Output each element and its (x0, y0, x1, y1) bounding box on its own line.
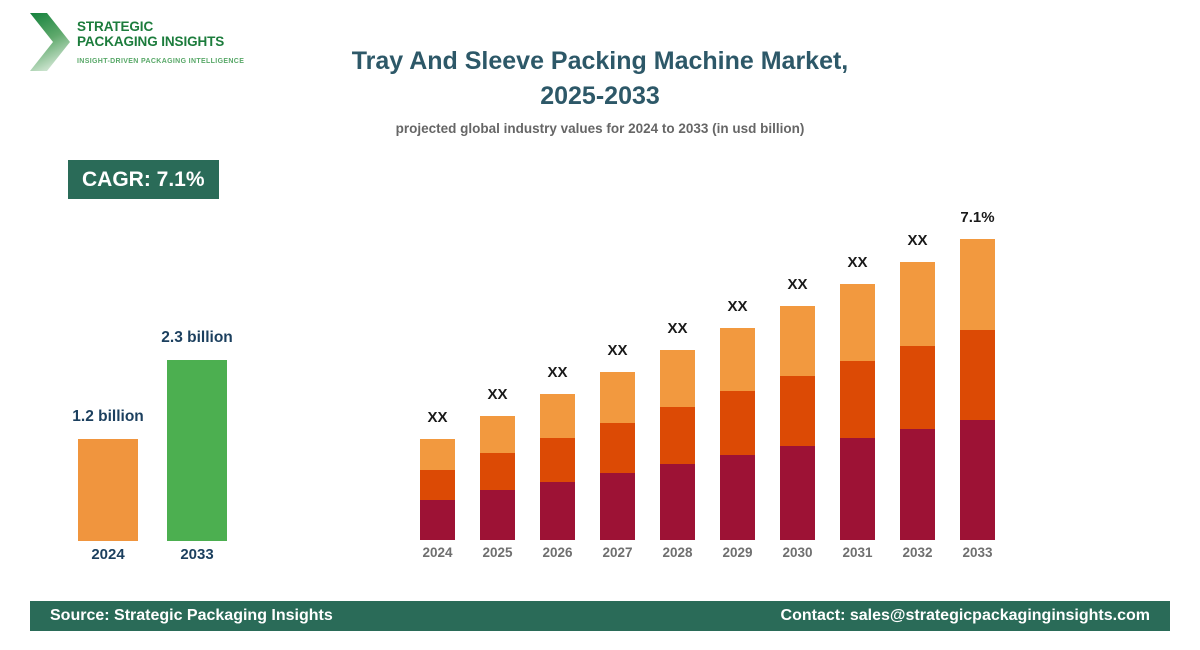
bar-year-label: 2024 (422, 544, 453, 560)
stacked-segment-bottom (960, 420, 995, 540)
bar-value-label: 7.1% (960, 209, 995, 226)
stacked-segment-top (960, 239, 995, 330)
bar-year-label: 2029 (722, 544, 753, 560)
mini-bar-year-label: 2033 (180, 546, 214, 563)
stacked-bar (540, 394, 575, 540)
stacked-segment-bottom (600, 473, 635, 540)
bar-year-label: 2027 (602, 544, 633, 560)
bar-year-label: 2032 (902, 544, 933, 560)
stacked-segment-top (600, 372, 635, 423)
bar-value-label: XX (607, 342, 628, 359)
page-title: Tray And Sleeve Packing Machine Market, 2… (150, 44, 1050, 114)
page-title-line2: 2025-2033 (540, 82, 660, 110)
logo-name-line2: PACKAGING INSIGHTS (77, 33, 225, 49)
stacked-segment-middle (900, 346, 935, 429)
stacked-segment-middle (960, 330, 995, 420)
bar-year-label: 2030 (782, 544, 813, 560)
stacked-segment-middle (840, 361, 875, 438)
stacked-segment-bottom (420, 500, 455, 540)
mini-bar-group: 1.2 billion 2024 (72, 322, 143, 563)
stacked-segment-top (780, 306, 815, 376)
footer-contact-text: Contact: sales@strategicpackaginginsight… (780, 607, 1150, 624)
bar-value-label: XX (427, 409, 448, 426)
stacked-segment-bottom (900, 429, 935, 540)
stacked-segment-top (840, 284, 875, 361)
mini-bar (78, 439, 138, 541)
stacked-segment-middle (480, 453, 515, 490)
mini-bar-year-label: 2024 (91, 546, 125, 563)
logo-text: STRATEGIC PACKAGING INSIGHTS INSIGHT-DRI… (77, 13, 244, 65)
stacked-segment-top (660, 350, 695, 407)
stacked-segment-middle (600, 423, 635, 473)
bar-year-label: 2025 (482, 544, 513, 560)
main-chart: XX 2024 XX 2025 XX 2026 XX 2027 XX 2028 XX 2029 XX 20… (410, 200, 1010, 562)
stacked-bar (780, 306, 815, 540)
mini-chart: 1.2 billion 2024 2.3 billion 2033 (72, 322, 232, 563)
stacked-segment-bottom (660, 464, 695, 540)
stacked-bar (600, 372, 635, 540)
bar-value-label: XX (727, 298, 748, 315)
stacked-segment-middle (540, 438, 575, 482)
page-subtitle: projected global industry values for 202… (395, 121, 805, 136)
stacked-segment-top (540, 394, 575, 438)
logo-chevron-arrow-icon (30, 13, 70, 71)
bar-value-label: XX (487, 386, 508, 403)
stacked-segment-top (420, 439, 455, 470)
mini-bar-value-label: 2.3 billion (161, 328, 233, 346)
stacked-bar (480, 416, 515, 540)
stacked-bar (900, 262, 935, 540)
stacked-segment-top (900, 262, 935, 346)
bar-value-label: XX (667, 320, 688, 337)
stacked-segment-bottom (480, 490, 515, 540)
bar-value-label: XX (847, 254, 868, 271)
bar-year-label: 2026 (542, 544, 573, 560)
title-block: Tray And Sleeve Packing Machine Market, 2… (150, 44, 1050, 136)
stacked-segment-middle (420, 470, 455, 500)
mini-bar (167, 360, 227, 541)
stacked-segment-bottom (840, 438, 875, 540)
stacked-bar (720, 328, 755, 540)
cagr-badge: CAGR: 7.1% (68, 160, 219, 199)
logo: STRATEGIC PACKAGING INSIGHTS INSIGHT-DRI… (30, 13, 244, 71)
logo-name-line1: STRATEGIC (77, 19, 154, 34)
bar-year-label: 2031 (842, 544, 873, 560)
mini-bar-group: 2.3 billion 2033 (161, 322, 232, 563)
stacked-segment-middle (660, 407, 695, 464)
stacked-segment-bottom (720, 455, 755, 540)
stacked-segment-top (720, 328, 755, 391)
stacked-segment-middle (780, 376, 815, 446)
stacked-segment-top (480, 416, 515, 453)
footer-bar: Source: Strategic Packaging Insights Con… (30, 601, 1170, 631)
stacked-segment-middle (720, 391, 755, 455)
bar-year-label: 2033 (962, 544, 993, 560)
stacked-bar (960, 239, 995, 540)
logo-tagline: INSIGHT-DRIVEN PACKAGING INTELLIGENCE (77, 58, 245, 65)
bar-value-label: XX (907, 232, 928, 249)
bar-value-label: XX (787, 276, 808, 293)
stacked-bar (840, 284, 875, 540)
stacked-segment-bottom (540, 482, 575, 540)
stacked-bar (660, 350, 695, 540)
bar-value-label: XX (547, 364, 568, 381)
stacked-segment-bottom (780, 446, 815, 540)
stacked-bar (420, 439, 455, 540)
bar-year-label: 2028 (662, 544, 693, 560)
page-title-line1: Tray And Sleeve Packing Machine Market, (351, 47, 849, 75)
mini-bar-value-label: 1.2 billion (72, 407, 144, 425)
footer-source-text: Source: Strategic Packaging Insights (50, 607, 333, 624)
